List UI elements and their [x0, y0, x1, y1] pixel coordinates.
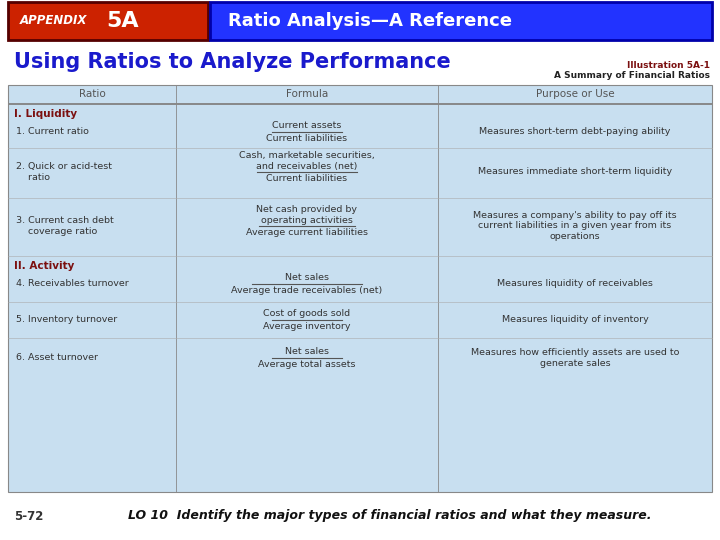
Text: APPENDIX: APPENDIX — [20, 15, 87, 28]
Text: Measures liquidity of receivables: Measures liquidity of receivables — [497, 280, 653, 288]
Text: Ratio: Ratio — [78, 89, 105, 99]
Text: Formula: Formula — [286, 89, 328, 99]
Text: Ratio Analysis—A Reference: Ratio Analysis—A Reference — [228, 12, 512, 30]
FancyBboxPatch shape — [8, 2, 208, 40]
Text: Average inventory: Average inventory — [264, 322, 351, 331]
Text: Measures liquidity of inventory: Measures liquidity of inventory — [502, 315, 649, 325]
Text: 5. Inventory turnover: 5. Inventory turnover — [16, 315, 117, 325]
Text: A Summary of Financial Ratios: A Summary of Financial Ratios — [554, 71, 710, 80]
Text: 3. Current cash debt
    coverage ratio: 3. Current cash debt coverage ratio — [16, 217, 114, 235]
Text: Average current liabilities: Average current liabilities — [246, 228, 368, 237]
Text: Average trade receivables (net): Average trade receivables (net) — [231, 286, 382, 295]
Text: II. Activity: II. Activity — [14, 261, 74, 271]
Text: 5A: 5A — [106, 11, 139, 31]
Text: 6. Asset turnover: 6. Asset turnover — [16, 354, 98, 362]
Text: I. Liquidity: I. Liquidity — [14, 109, 77, 119]
Text: Average total assets: Average total assets — [258, 360, 356, 369]
FancyBboxPatch shape — [210, 2, 712, 40]
Text: Measures immediate short-term liquidity: Measures immediate short-term liquidity — [478, 167, 672, 177]
Text: 5-72: 5-72 — [14, 510, 43, 523]
Text: Illustration 5A-1: Illustration 5A-1 — [627, 62, 710, 71]
Text: Current liabilities: Current liabilities — [266, 174, 348, 183]
FancyBboxPatch shape — [8, 85, 712, 492]
Text: LO 10  Identify the major types of financial ratios and what they measure.: LO 10 Identify the major types of financ… — [128, 510, 652, 523]
Text: 4. Receivables turnover: 4. Receivables turnover — [16, 280, 129, 288]
Text: Measures short-term debt-paying ability: Measures short-term debt-paying ability — [480, 127, 671, 137]
Text: Current assets: Current assets — [272, 121, 342, 130]
Text: Cost of goods sold: Cost of goods sold — [264, 309, 351, 318]
Text: Measures how efficiently assets are used to
generate sales: Measures how efficiently assets are used… — [471, 348, 679, 368]
Text: Purpose or Use: Purpose or Use — [536, 89, 614, 99]
Text: Net sales: Net sales — [285, 347, 329, 356]
Text: Measures a company's ability to pay off its
current liabilities in a given year : Measures a company's ability to pay off … — [473, 211, 677, 241]
Text: 1. Current ratio: 1. Current ratio — [16, 127, 89, 137]
Text: Net sales: Net sales — [285, 273, 329, 282]
Text: Cash, marketable securities,
and receivables (net): Cash, marketable securities, and receiva… — [239, 151, 375, 171]
Text: Net cash provided by
operating activities: Net cash provided by operating activitie… — [256, 205, 358, 225]
Text: 2. Quick or acid-test
    ratio: 2. Quick or acid-test ratio — [16, 163, 112, 181]
Text: Using Ratios to Analyze Performance: Using Ratios to Analyze Performance — [14, 52, 451, 72]
Text: Current liabilities: Current liabilities — [266, 134, 348, 143]
